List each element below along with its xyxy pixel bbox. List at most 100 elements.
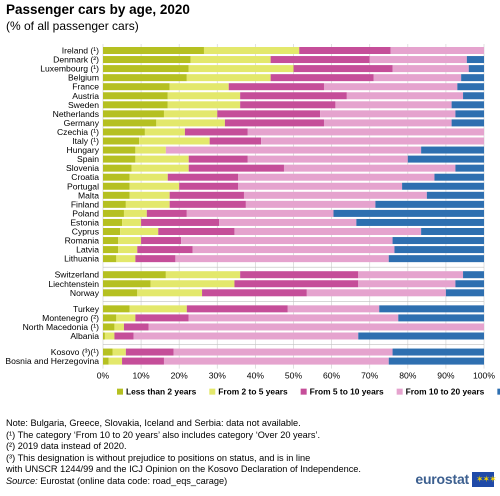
- legend-swatch: [396, 388, 403, 395]
- bar-segment: [175, 255, 389, 263]
- bar-segment: [103, 237, 119, 245]
- category-label: Montenegro (²): [42, 313, 99, 323]
- category-label: Germany: [64, 118, 100, 128]
- bar-segment: [173, 348, 393, 356]
- category-label: Croatia: [71, 172, 99, 182]
- bar-segment: [163, 357, 389, 365]
- bar-segment: [139, 137, 210, 145]
- bar-segment: [129, 173, 168, 181]
- bar-segment: [103, 101, 168, 109]
- bar-segment: [103, 209, 124, 217]
- bar-segment: [188, 65, 294, 73]
- bar-segment: [103, 65, 189, 73]
- bar-segment: [375, 200, 484, 208]
- bar-segment: [407, 155, 484, 163]
- bar-segment: [103, 137, 140, 145]
- x-tick-label: 20%: [171, 371, 189, 381]
- bar-segment: [186, 209, 334, 217]
- category-label: Finland: [71, 199, 99, 209]
- category-label: Latvia: [76, 245, 99, 255]
- bar-segment: [129, 191, 170, 199]
- category-label: Cyprus: [72, 227, 99, 237]
- bar-segment: [103, 289, 138, 297]
- bar-segment: [358, 280, 456, 288]
- category-label: North Macedonia (¹): [23, 322, 100, 332]
- bar-segment: [163, 110, 218, 118]
- bar-segment: [388, 255, 484, 263]
- bar-segment: [103, 128, 145, 136]
- bar-segment: [103, 255, 117, 263]
- bar-segment: [103, 191, 130, 199]
- bar-segment: [202, 289, 307, 297]
- bar-segment: [299, 47, 391, 54]
- bar-segment: [137, 289, 203, 297]
- bar-segment: [373, 74, 462, 82]
- bar-segment: [234, 228, 422, 235]
- bar-segment: [103, 173, 130, 181]
- bar-segment: [122, 218, 142, 226]
- category-label: Denmark (²): [53, 55, 99, 65]
- bar-segment: [358, 271, 464, 279]
- bar-segment: [245, 200, 376, 208]
- bar-segment: [150, 280, 235, 288]
- bar-segment: [463, 92, 484, 100]
- bar-segment: [283, 164, 456, 172]
- category-label: Norway: [70, 288, 100, 298]
- bar-segment: [335, 101, 452, 109]
- bar-segment: [123, 323, 149, 331]
- legend-swatch: [209, 388, 216, 395]
- x-tick-label: 30%: [209, 371, 227, 381]
- bar-segment: [186, 305, 288, 313]
- bar-segment: [118, 237, 142, 245]
- bar-segment: [369, 56, 467, 64]
- category-label: Belgium: [68, 73, 99, 83]
- legend-swatch: [497, 388, 500, 395]
- bar-segment: [320, 110, 456, 118]
- bar-segment: [217, 110, 321, 118]
- category-label: Poland: [72, 208, 99, 218]
- category-label: France: [72, 82, 99, 92]
- bar-segment: [392, 65, 469, 73]
- eurostat-logo: eurostat ✶✶✶: [415, 470, 497, 488]
- bar-segment: [455, 164, 484, 172]
- note-line: (¹) The category ‘From 10 to 20 years’ a…: [6, 429, 321, 440]
- category-label: Austria: [72, 91, 99, 101]
- bar-segment: [104, 332, 115, 340]
- bar-segment: [293, 65, 393, 73]
- eu-flag-icon: ✶✶✶: [472, 471, 497, 487]
- bar-segment: [238, 173, 435, 181]
- bar-segment: [461, 74, 484, 82]
- bar-segment: [103, 305, 130, 313]
- x-tick-label: 10%: [132, 371, 150, 381]
- bar-segment: [125, 200, 170, 208]
- category-label: Luxembourg (¹): [40, 64, 99, 74]
- x-tick-label: 70%: [361, 371, 379, 381]
- legend-swatch: [117, 388, 123, 395]
- bar-segment: [131, 164, 189, 172]
- bar-segment: [421, 146, 484, 154]
- category-label: Portugal: [67, 181, 99, 191]
- bar-segment: [103, 332, 105, 340]
- bar-segment: [123, 209, 147, 217]
- stacked-bar-chart: Ireland (¹)Denmark (²)Luxembourg (¹)Belg…: [5, 44, 500, 397]
- bar-segment: [394, 246, 484, 254]
- x-tick-label: 80%: [399, 371, 417, 381]
- bar-segment: [141, 237, 182, 245]
- bar-segment: [103, 182, 130, 190]
- bar-segment: [421, 228, 484, 235]
- bar-segment: [135, 255, 176, 263]
- bar-segment: [103, 348, 113, 356]
- x-tick-label: 0%: [97, 371, 110, 381]
- legend-label: Less than 2 years: [126, 387, 197, 397]
- bar-segment: [103, 119, 157, 127]
- bar-segment: [240, 101, 336, 109]
- category-label: Estonia: [70, 217, 99, 227]
- bar-segment: [247, 155, 408, 163]
- category-label: Slovenia: [66, 163, 99, 173]
- bar-segment: [146, 209, 187, 217]
- bar-segment: [108, 357, 123, 365]
- bar-segment: [234, 280, 359, 288]
- category-label: Malta: [78, 190, 99, 200]
- legend-label: From 2 to 5 years: [218, 387, 288, 397]
- bar-segment: [148, 323, 484, 331]
